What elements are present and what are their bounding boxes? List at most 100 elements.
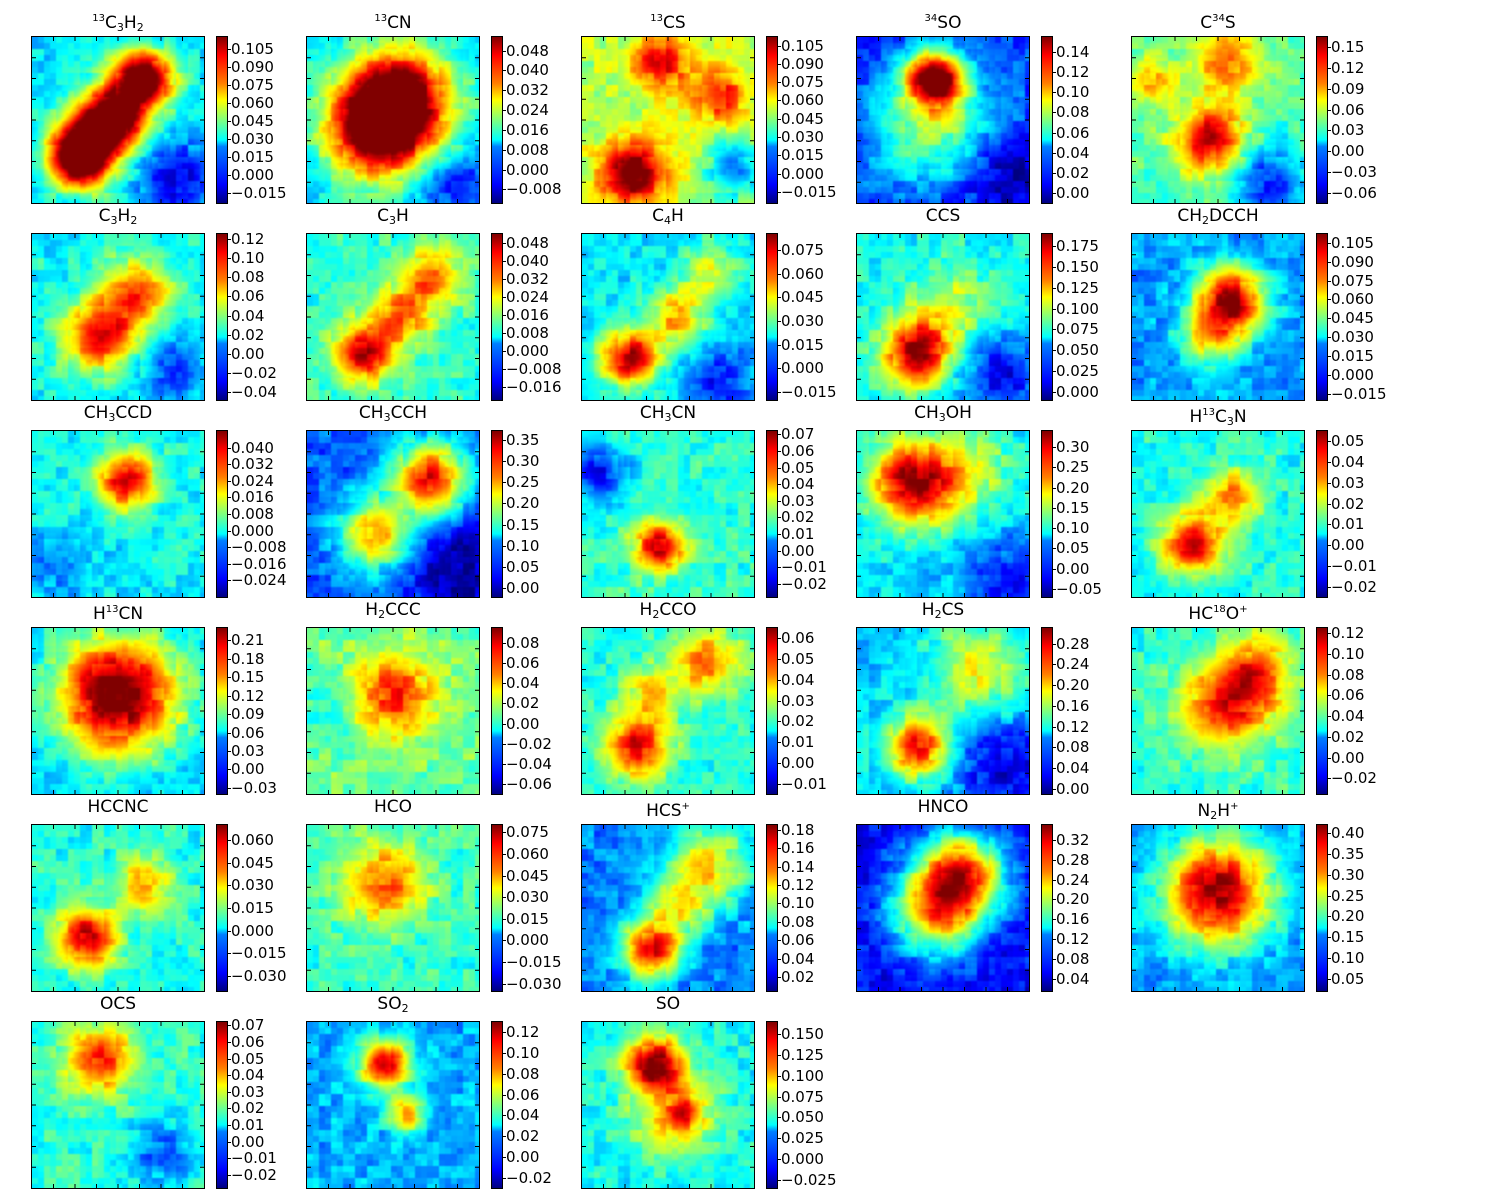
- colorbar-tick: [1328, 674, 1331, 676]
- colorbar-tick-label: 0.04: [1056, 969, 1090, 988]
- colorbar-tick-label: 0.08: [231, 268, 265, 287]
- colorbar-tick: [778, 866, 781, 868]
- colorbar-tick-label: −0.015: [781, 383, 837, 402]
- colorbar-tick: [228, 175, 231, 177]
- title-subscript: 3: [938, 411, 946, 424]
- colorbar: [1316, 36, 1328, 204]
- heatmap-panel: [581, 36, 755, 204]
- panel-title: 13CS: [581, 9, 755, 33]
- title-text: HCCNC: [87, 797, 149, 817]
- colorbar-tick-label: 0.00: [781, 753, 815, 772]
- title-text: HCS: [646, 801, 682, 821]
- title-text: DCCH: [1209, 206, 1259, 226]
- panel-title: H13CN: [31, 600, 205, 624]
- title-superscript: +: [681, 801, 690, 812]
- heatmap-panel: [306, 36, 480, 204]
- colorbar-tick: [503, 983, 506, 985]
- colorbar-tick: [778, 192, 781, 193]
- colorbar-tick: [228, 103, 231, 105]
- title-text: CH: [358, 403, 384, 423]
- title-text: CH: [1177, 206, 1203, 226]
- colorbar-tick: [1328, 937, 1331, 939]
- colorbar-tick-label: 0.25: [1331, 886, 1365, 905]
- heatmap-panel: [1131, 233, 1305, 401]
- panel-title: HCCNC: [31, 797, 205, 817]
- colorbar-tick-label: 0.024: [231, 471, 274, 490]
- heatmap-image: [32, 825, 204, 991]
- colorbar-tick-label: 0.10: [1331, 644, 1365, 663]
- colorbar-tick: [503, 1177, 506, 1179]
- colorbar-tick: [228, 885, 231, 887]
- heatmap-image: [307, 1022, 479, 1188]
- title-text: H: [123, 13, 137, 33]
- colorbar-tick: [1053, 507, 1056, 509]
- colorbar-tick: [1328, 736, 1331, 738]
- colorbar-tick-label: −0.008: [231, 538, 287, 557]
- colorbar-tick: [228, 840, 231, 842]
- colorbar-tick: [1053, 768, 1056, 770]
- colorbar-tick-label: 0.000: [506, 341, 549, 360]
- title-subscript: 2: [136, 21, 144, 34]
- colorbar-tick-label: −0.03: [1331, 162, 1377, 181]
- colorbar-tick: [228, 530, 231, 532]
- panel-title: HC18O+: [1131, 600, 1305, 624]
- colorbar-tick-label: 0.12: [781, 875, 815, 894]
- heatmap-image: [857, 628, 1029, 794]
- colorbar-tick-label: 0.02: [781, 968, 815, 987]
- colorbar-tick: [1053, 958, 1056, 960]
- colorbar: [491, 627, 503, 795]
- colorbar: [491, 824, 503, 992]
- colorbar-tick: [228, 750, 231, 752]
- title-superscript: 34: [1212, 13, 1225, 24]
- colorbar-tick: [503, 1156, 506, 1158]
- colorbar-tick-label: 0.090: [781, 54, 824, 73]
- colorbar-tick-label: 0.15: [506, 515, 540, 534]
- heatmap-panel: [1131, 430, 1305, 598]
- colorbar-tick-label: 0.032: [506, 269, 549, 288]
- title-subscript: 3: [1226, 415, 1234, 428]
- colorbar-tick: [778, 1034, 781, 1036]
- colorbar-tick: [1328, 854, 1331, 856]
- heatmap-image: [1132, 234, 1304, 400]
- colorbar-tick-label: −0.02: [781, 574, 827, 593]
- colorbar-tick-label: 0.07: [781, 425, 815, 444]
- colorbar-tick: [503, 1094, 506, 1096]
- heatmap-panel: [306, 824, 480, 992]
- colorbar-tick: [1328, 47, 1331, 49]
- colorbar-tick-label: 0.01: [781, 524, 815, 543]
- colorbar-tick: [503, 296, 506, 298]
- colorbar-tick: [503, 875, 506, 877]
- colorbar-tick-label: 0.15: [1331, 38, 1365, 57]
- colorbar-tick-label: −0.05: [1056, 579, 1102, 598]
- title-subscript: 3: [108, 411, 116, 424]
- colorbar-tick-label: 0.00: [1331, 536, 1365, 555]
- colorbar-tick: [1328, 895, 1331, 897]
- map-axis-ticks: [32, 234, 204, 400]
- colorbar-tick: [503, 314, 506, 316]
- colorbar-tick: [228, 464, 231, 466]
- colorbar-tick: [778, 173, 781, 175]
- title-text: H: [396, 206, 409, 226]
- colorbar-tick: [228, 580, 231, 582]
- colorbar: [216, 430, 228, 598]
- colorbar-tick: [1328, 130, 1331, 132]
- map-axis-ticks: [32, 1022, 204, 1188]
- colorbar-tick: [1053, 839, 1056, 841]
- colorbar-tick-label: 0.00: [1331, 142, 1365, 161]
- colorbar-tick: [228, 975, 231, 977]
- colorbar-tick-label: 0.16: [781, 839, 815, 858]
- colorbar-tick-label: 0.060: [1331, 290, 1374, 309]
- colorbar-tick-label: 0.08: [506, 634, 540, 653]
- colorbar-tick-label: 0.04: [231, 1066, 265, 1085]
- colorbar-tick: [1328, 171, 1331, 173]
- colorbar-tick-label: 0.30: [1331, 865, 1365, 884]
- colorbar-tick-label: 0.10: [781, 894, 815, 913]
- colorbar-tick: [1053, 329, 1056, 331]
- colorbar-tick-label: 0.14: [1056, 43, 1090, 62]
- heatmap-image: [582, 825, 754, 991]
- colorbar-tick: [503, 242, 506, 244]
- colorbar-tick-label: 0.032: [231, 455, 274, 474]
- map-axis-ticks: [307, 628, 479, 794]
- colorbar-tick: [228, 85, 231, 87]
